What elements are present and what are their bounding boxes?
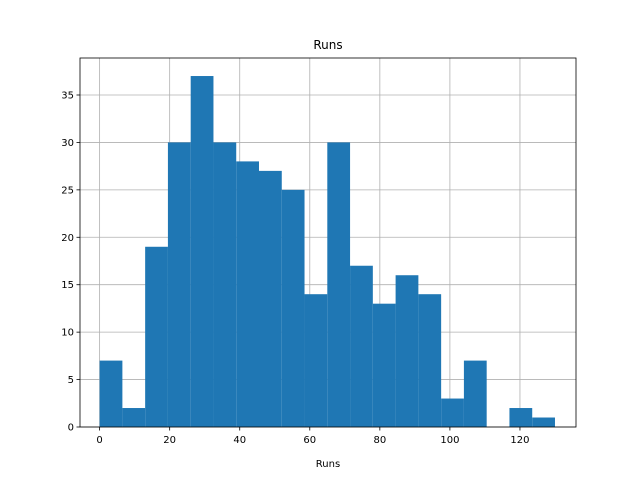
- bars: [99, 76, 555, 428]
- y-tick-label: 15: [61, 280, 74, 291]
- x-tick-label: 60: [303, 435, 316, 446]
- histogram-bar: [304, 294, 328, 427]
- histogram-bar: [418, 294, 442, 427]
- histogram-bar: [372, 303, 396, 427]
- histogram-bar: [463, 360, 487, 427]
- histogram-bar: [190, 76, 214, 428]
- y-tick-label: 25: [61, 185, 74, 196]
- histogram-bar: [532, 417, 555, 427]
- histogram-bar: [122, 408, 146, 427]
- x-tick-label: 20: [163, 435, 176, 446]
- y-tick-label: 5: [68, 375, 74, 386]
- histogram-bar: [281, 189, 305, 427]
- histogram-bar: [236, 161, 259, 428]
- y-tick-label: 0: [68, 423, 74, 434]
- histogram-bar: [509, 408, 533, 427]
- histogram-bar: [145, 246, 168, 427]
- histogram-bar: [327, 142, 351, 427]
- x-tick-label: 80: [373, 435, 386, 446]
- x-tick-label: 0: [96, 435, 102, 446]
- histogram-bar: [99, 360, 123, 427]
- x-axis-label: Runs: [316, 459, 340, 470]
- histogram-bar: [441, 398, 464, 427]
- chart-title: Runs: [313, 38, 342, 52]
- histogram-bar: [213, 142, 237, 427]
- y-axis-ticks: 0 5 10 15 20 25 30 35: [61, 90, 80, 434]
- y-tick-label: 30: [61, 138, 74, 149]
- x-tick-label: 120: [510, 435, 529, 446]
- x-tick-label: 40: [233, 435, 246, 446]
- x-axis-ticks: 0 20 40 60 80 100 120: [96, 427, 530, 446]
- y-tick-label: 20: [61, 233, 74, 244]
- x-tick-label: 100: [440, 435, 459, 446]
- plot-frame: [79, 57, 577, 428]
- y-tick-label: 10: [61, 328, 74, 339]
- histogram-bar: [395, 275, 419, 427]
- histogram-bar: [167, 142, 191, 427]
- y-tick-label: 35: [61, 90, 74, 101]
- histogram-bar: [258, 170, 282, 427]
- histogram-bar: [350, 265, 373, 427]
